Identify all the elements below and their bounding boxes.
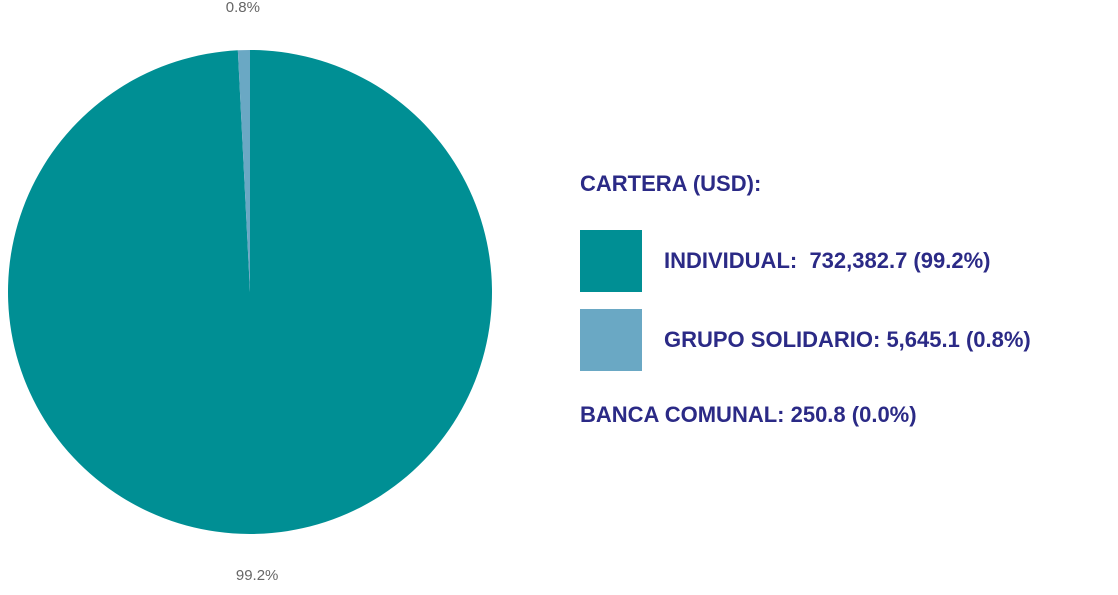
annotation: BANCA COMUNAL: 250.8 (0.0%) xyxy=(580,402,917,427)
pie-slice xyxy=(237,50,250,292)
legend-swatch xyxy=(580,309,642,371)
legend-title: CARTERA (USD): xyxy=(580,171,761,196)
data-label: 99.2% xyxy=(236,567,279,584)
legend-label: GRUPO SOLIDARIO: 5,645.1 (0.8%) xyxy=(664,327,1031,352)
legend-swatch xyxy=(580,230,642,292)
data-label: 0.8% xyxy=(226,0,260,16)
legend-label: INDIVIDUAL: 732,382.7 (99.2%) xyxy=(664,248,990,273)
pie-slice xyxy=(8,50,493,534)
